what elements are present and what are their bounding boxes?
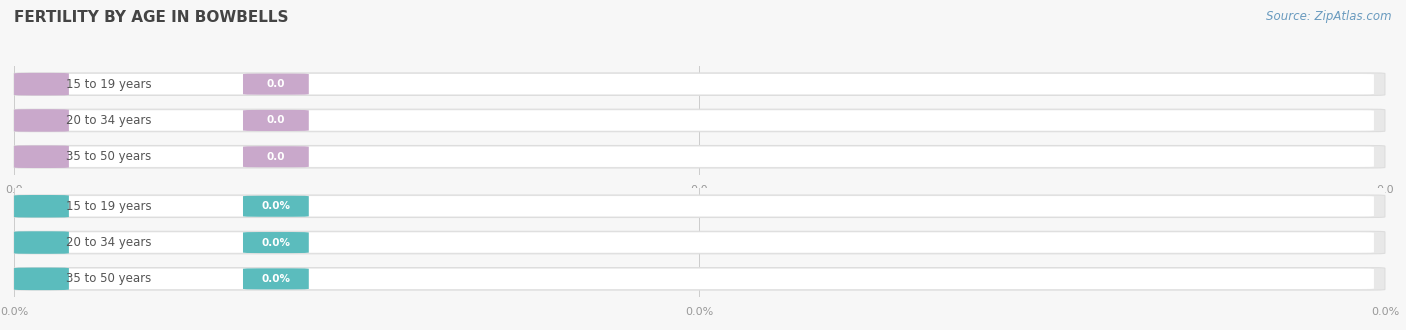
- FancyBboxPatch shape: [14, 73, 69, 95]
- Text: 0.0: 0.0: [267, 152, 285, 162]
- FancyBboxPatch shape: [243, 232, 309, 253]
- Text: FERTILITY BY AGE IN BOWBELLS: FERTILITY BY AGE IN BOWBELLS: [14, 10, 288, 25]
- FancyBboxPatch shape: [25, 74, 1374, 94]
- Text: 0.0: 0.0: [267, 115, 285, 125]
- FancyBboxPatch shape: [14, 231, 1385, 254]
- Text: 0.0: 0.0: [267, 79, 285, 89]
- Text: 35 to 50 years: 35 to 50 years: [66, 272, 152, 285]
- Text: 35 to 50 years: 35 to 50 years: [66, 150, 152, 163]
- FancyBboxPatch shape: [243, 268, 309, 289]
- FancyBboxPatch shape: [14, 268, 1385, 290]
- FancyBboxPatch shape: [25, 110, 1374, 131]
- FancyBboxPatch shape: [14, 109, 1385, 132]
- FancyBboxPatch shape: [25, 269, 1374, 289]
- FancyBboxPatch shape: [243, 196, 309, 217]
- Text: 0.0%: 0.0%: [262, 274, 291, 284]
- FancyBboxPatch shape: [25, 147, 1374, 167]
- Text: 20 to 34 years: 20 to 34 years: [66, 114, 152, 127]
- FancyBboxPatch shape: [25, 196, 1374, 216]
- FancyBboxPatch shape: [14, 195, 69, 217]
- Text: 15 to 19 years: 15 to 19 years: [66, 200, 152, 213]
- FancyBboxPatch shape: [14, 231, 69, 254]
- Text: 0.0%: 0.0%: [262, 238, 291, 248]
- FancyBboxPatch shape: [243, 146, 309, 167]
- Text: Source: ZipAtlas.com: Source: ZipAtlas.com: [1267, 10, 1392, 23]
- FancyBboxPatch shape: [14, 146, 69, 168]
- FancyBboxPatch shape: [243, 74, 309, 95]
- Text: 15 to 19 years: 15 to 19 years: [66, 78, 152, 91]
- FancyBboxPatch shape: [25, 232, 1374, 253]
- FancyBboxPatch shape: [14, 146, 1385, 168]
- FancyBboxPatch shape: [14, 268, 69, 290]
- FancyBboxPatch shape: [243, 110, 309, 131]
- Text: 0.0%: 0.0%: [262, 201, 291, 211]
- FancyBboxPatch shape: [14, 195, 1385, 217]
- FancyBboxPatch shape: [14, 109, 69, 132]
- Text: 20 to 34 years: 20 to 34 years: [66, 236, 152, 249]
- FancyBboxPatch shape: [14, 73, 1385, 95]
